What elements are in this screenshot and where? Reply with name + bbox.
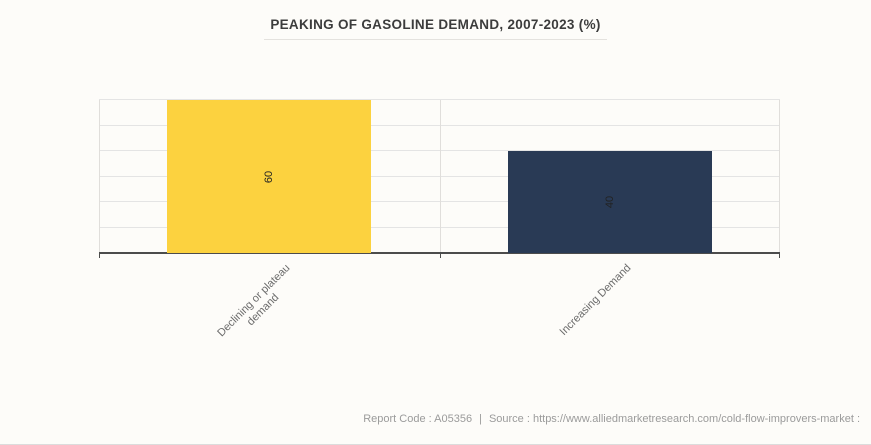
report-code-text: Report Code : A05356 bbox=[363, 413, 473, 425]
x-axis-tick bbox=[440, 253, 441, 258]
vertical-gridline bbox=[779, 100, 780, 253]
chart-title: PEAKING OF GASOLINE DEMAND, 2007-2023 (%… bbox=[264, 17, 607, 40]
bar-increasing-demand[interactable]: 40 bbox=[507, 151, 712, 253]
x-axis-tick bbox=[779, 253, 780, 258]
footer-note: Report Code : A05356 | Source : https://ww… bbox=[363, 413, 860, 425]
bar-value-label: 40 bbox=[603, 195, 616, 209]
horizontal-gridline bbox=[99, 124, 780, 126]
vertical-gridline bbox=[99, 100, 100, 253]
bar-value-label: 60 bbox=[263, 170, 276, 183]
footer-separator: | bbox=[479, 413, 482, 425]
plot-area: 60 40 Declining or plateau demand Increasing… bbox=[99, 99, 780, 339]
x-axis-label-increasing-demand: Increasing Demand bbox=[557, 262, 634, 338]
x-axis-line bbox=[99, 252, 780, 254]
horizontal-gridline bbox=[99, 201, 780, 202]
x-axis-tick bbox=[99, 253, 100, 258]
x-axis-label-declining-or-plateau-demand: Declining or plateau demand bbox=[215, 262, 293, 340]
source-text: Source : https://www.alliedmarketresearc… bbox=[488, 413, 860, 425]
horizontal-gridline bbox=[99, 150, 780, 151]
bar-declining-or-plateau-demand[interactable]: 60 bbox=[167, 100, 372, 253]
vertical-gridline bbox=[440, 100, 441, 253]
horizontal-gridline bbox=[99, 99, 780, 100]
horizontal-gridline bbox=[99, 175, 780, 177]
horizontal-gridline bbox=[99, 226, 780, 228]
title-area: PEAKING OF GASOLINE DEMAND, 2007-2023 (%… bbox=[0, 16, 871, 40]
